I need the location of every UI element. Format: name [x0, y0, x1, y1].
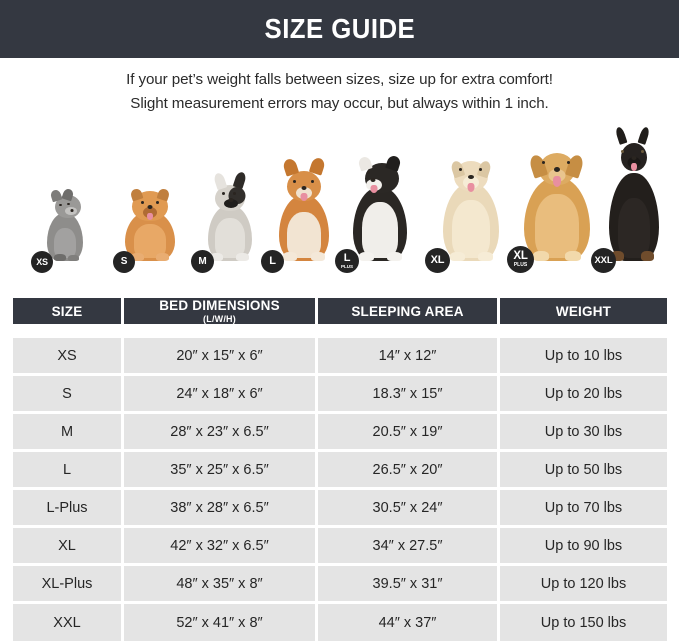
- pet-figure-xl: XL: [425, 137, 517, 273]
- column-header-size-label: SIZE: [51, 303, 83, 319]
- column-header-sleeping-area-label: SLEEPING AREA: [351, 303, 464, 319]
- golden-retriever-sitting-art: [513, 131, 601, 261]
- column-header-bed-dimensions: BED DIMENSIONS (L/W/H): [124, 298, 318, 324]
- pet-figure-xxl: XXL: [591, 125, 677, 273]
- cell-size: XS: [13, 338, 124, 373]
- size-badge-s-label: S: [120, 256, 128, 267]
- cell-size: S: [13, 376, 124, 411]
- cell-bed: 28″ x 23″ x 6.5″: [124, 414, 318, 449]
- cell-bed: 24″ x 18″ x 6″: [124, 376, 318, 411]
- cell-weight: Up to 90 lbs: [500, 528, 667, 563]
- pet-figure-l: L: [261, 149, 347, 273]
- cell-bed: 48″ x 35″ x 8″: [124, 566, 318, 601]
- size-badge-xl: XL: [425, 248, 450, 273]
- labrador-sitting-art: [433, 137, 509, 261]
- cell-size: XL: [13, 528, 124, 563]
- table-row: XL-Plus 48″ x 35″ x 8″ 39.5″ x 31″ Up to…: [13, 566, 667, 604]
- size-badge-m: M: [191, 250, 214, 273]
- pet-figure-s: S: [113, 177, 187, 273]
- size-badge-xl-plus: XL PLUS: [507, 246, 534, 273]
- size-badge-xs: XS: [31, 251, 53, 273]
- pet-figure-xl-plus: XL PLUS: [507, 131, 607, 273]
- size-badge-xl-label: XL: [430, 254, 445, 266]
- cell-sleep: 18.3″ x 15″: [318, 376, 500, 411]
- column-header-sleeping-area: SLEEPING AREA: [318, 298, 500, 324]
- size-badge-m-label: M: [198, 255, 207, 267]
- size-badge-l-plus-sublabel: PLUS: [340, 263, 353, 269]
- size-badge-xs-label: XS: [36, 256, 48, 267]
- cell-bed: 20″ x 15″ x 6″: [124, 338, 318, 373]
- cell-sleep: 26.5″ x 20″: [318, 452, 500, 487]
- size-badge-xxl: XXL: [591, 248, 616, 273]
- size-badge-l: L: [261, 250, 284, 273]
- shiba-inu-sitting-art: [269, 149, 339, 261]
- pet-figure-m: M: [191, 165, 269, 273]
- column-header-weight: WEIGHT: [500, 298, 667, 324]
- page-title: SIZE GUIDE: [264, 13, 415, 44]
- table-body: XS 20″ x 15″ x 6″ 14″ x 12″ Up to 10 lbs…: [13, 338, 667, 641]
- page-header: SIZE GUIDE: [0, 0, 679, 58]
- subtitle-line-1: If your pet’s weight falls between sizes…: [126, 71, 553, 88]
- pomeranian-sitting-art: [119, 177, 181, 261]
- pet-size-illustrations: XS: [13, 126, 667, 273]
- cell-size: M: [13, 414, 124, 449]
- cell-sleep: 39.5″ x 31″: [318, 566, 500, 601]
- table-row: L 35″ x 25″ x 6.5″ 26.5″ x 20″ Up to 50 …: [13, 452, 667, 490]
- cell-weight: Up to 10 lbs: [500, 338, 667, 373]
- table-header: SIZE BED DIMENSIONS (L/W/H) SLEEPING ARE…: [13, 298, 667, 338]
- cell-weight: Up to 70 lbs: [500, 490, 667, 525]
- cell-bed: 42″ x 32″ x 6.5″: [124, 528, 318, 563]
- cell-sleep: 14″ x 12″: [318, 338, 500, 373]
- size-badge-l-plus-label: L: [343, 252, 351, 264]
- pet-figure-xs: XS: [31, 187, 99, 273]
- cell-weight: Up to 120 lbs: [500, 566, 667, 601]
- cell-weight: Up to 150 lbs: [500, 604, 667, 641]
- doberman-sitting-art: [598, 125, 670, 261]
- column-header-bed-dimensions-label: BED DIMENSIONS: [159, 298, 280, 313]
- size-badge-xxl-label: XXL: [594, 254, 613, 266]
- cell-weight: Up to 50 lbs: [500, 452, 667, 487]
- column-header-size: SIZE: [13, 298, 124, 324]
- table-row: M 28″ x 23″ x 6.5″ 20.5″ x 19″ Up to 30 …: [13, 414, 667, 452]
- cell-weight: Up to 20 lbs: [500, 376, 667, 411]
- cell-bed: 52″ x 41″ x 8″: [124, 604, 318, 641]
- pet-figure-l-plus: L PLUS: [335, 139, 425, 273]
- size-badge-xl-plus-label: XL: [513, 250, 528, 262]
- table-row: XS 20″ x 15″ x 6″ 14″ x 12″ Up to 10 lbs: [13, 338, 667, 376]
- cell-sleep: 44″ x 37″: [318, 604, 500, 641]
- cell-sleep: 34″ x 27.5″: [318, 528, 500, 563]
- column-header-weight-label: WEIGHT: [555, 303, 612, 319]
- size-badge-xl-plus-sublabel: PLUS: [513, 262, 528, 268]
- border-collie-sitting-art: [343, 139, 417, 261]
- table-header-row: SIZE BED DIMENSIONS (L/W/H) SLEEPING ARE…: [13, 298, 667, 324]
- column-header-bed-dimensions-sublabel: (L/W/H): [203, 314, 236, 324]
- size-badge-l-label: L: [269, 255, 276, 267]
- size-badge-l-plus: L PLUS: [335, 249, 359, 273]
- cell-size: L-Plus: [13, 490, 124, 525]
- cell-bed: 38″ x 28″ x 6.5″: [124, 490, 318, 525]
- cell-sleep: 20.5″ x 19″: [318, 414, 500, 449]
- table-row: XXL 52″ x 41″ x 8″ 44″ x 37″ Up to 150 l…: [13, 604, 667, 641]
- cell-size: XXL: [13, 604, 124, 641]
- size-chart-table: SIZE BED DIMENSIONS (L/W/H) SLEEPING ARE…: [13, 298, 667, 641]
- size-badge-s: S: [113, 251, 135, 273]
- french-bulldog-sitting-art: [199, 165, 261, 261]
- cell-size: L: [13, 452, 124, 487]
- table-row: S 24″ x 18″ x 6″ 18.3″ x 15″ Up to 20 lb…: [13, 376, 667, 414]
- cell-size: XL-Plus: [13, 566, 124, 601]
- subtitle-line-2: Slight measurement errors may occur, but…: [130, 95, 549, 112]
- cell-bed: 35″ x 25″ x 6.5″: [124, 452, 318, 487]
- subtitle-note: If your pet’s weight falls between sizes…: [0, 68, 679, 116]
- cat-sitting-gray-art: [37, 187, 93, 261]
- table-row: L-Plus 38″ x 28″ x 6.5″ 30.5″ x 24″ Up t…: [13, 490, 667, 528]
- cell-sleep: 30.5″ x 24″: [318, 490, 500, 525]
- cell-weight: Up to 30 lbs: [500, 414, 667, 449]
- table-row: XL 42″ x 32″ x 6.5″ 34″ x 27.5″ Up to 90…: [13, 528, 667, 566]
